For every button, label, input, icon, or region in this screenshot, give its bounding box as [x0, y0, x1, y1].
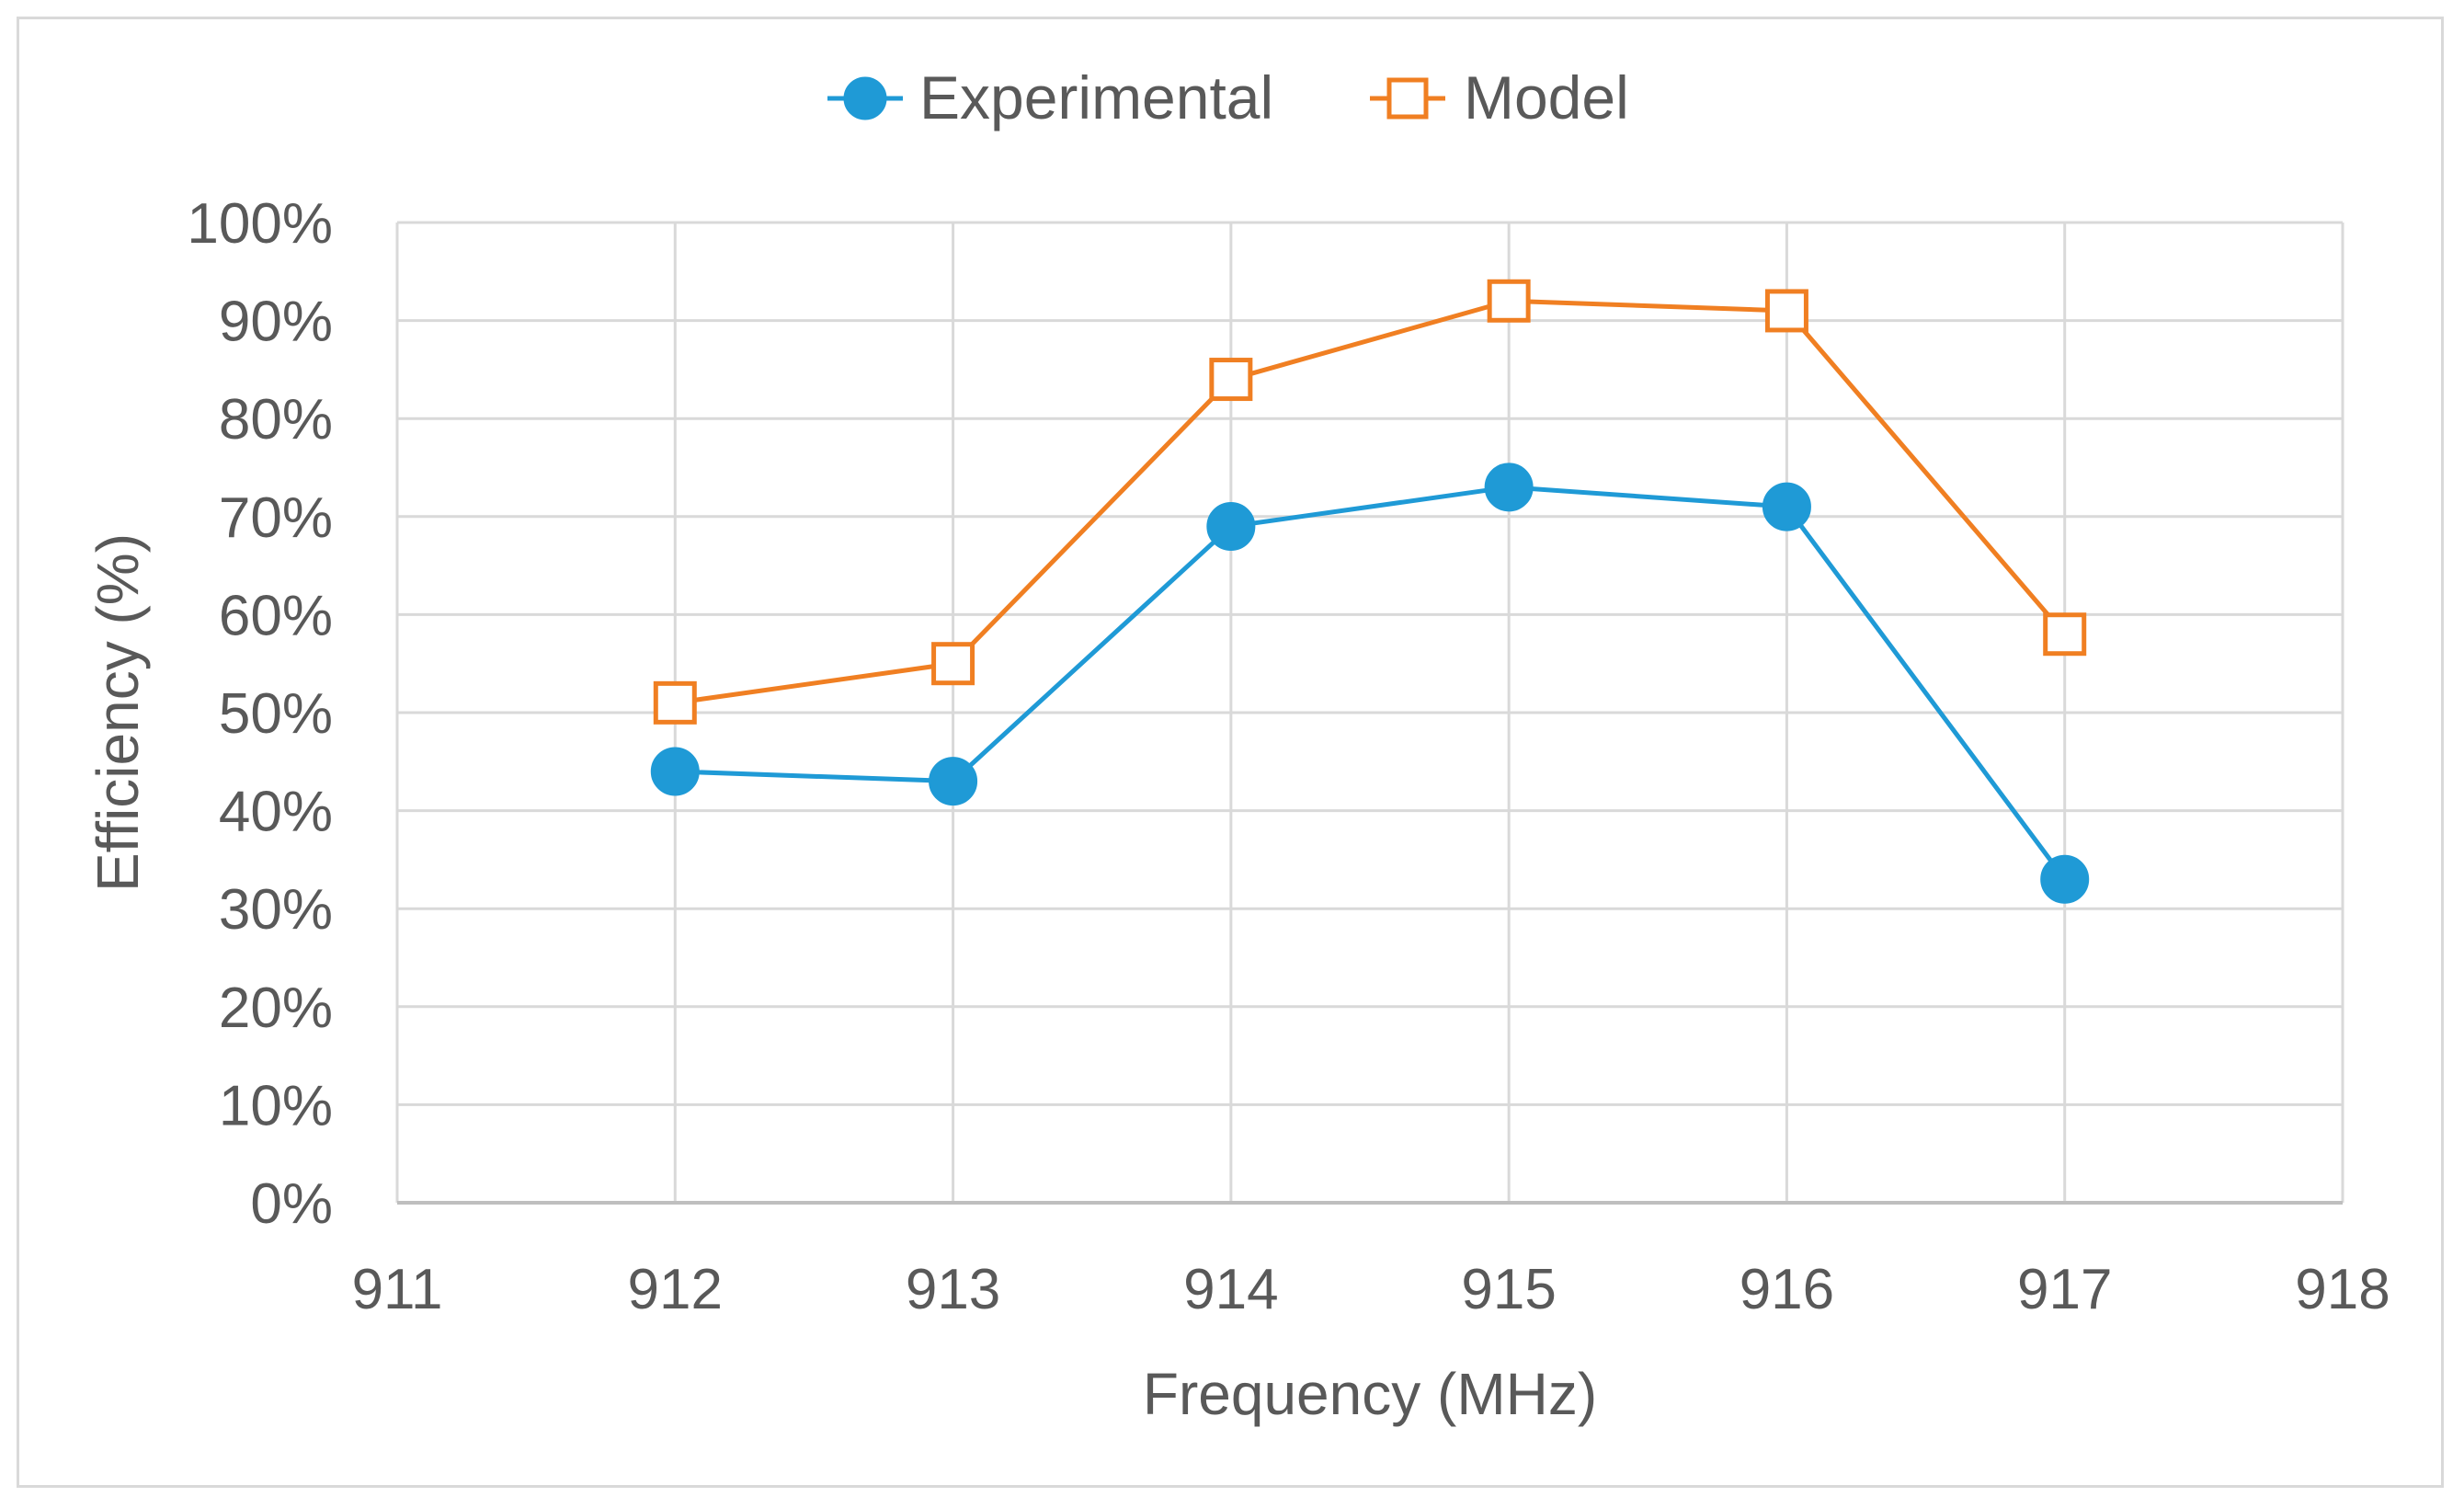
model-point	[1487, 279, 1531, 323]
x-tick-label: 911	[352, 1258, 443, 1321]
legend-experimental-marker	[843, 76, 887, 120]
y-tick-label: 80%	[219, 388, 333, 451]
experimental-point	[650, 747, 700, 796]
y-axis-title: Efficiency (%)	[85, 533, 151, 892]
experimental-point	[1762, 482, 1811, 531]
y-tick-label: 60%	[219, 584, 333, 647]
y-tick-label: 10%	[219, 1074, 333, 1137]
experimental-point	[2040, 854, 2090, 904]
model-point	[1764, 289, 1808, 333]
x-tick-label: 913	[906, 1258, 1000, 1321]
x-tick-label: 912	[628, 1258, 723, 1321]
y-tick-label: 30%	[219, 878, 333, 942]
x-tick-label: 918	[2295, 1258, 2390, 1321]
series	[650, 279, 2090, 904]
x-tick-label: 917	[2017, 1258, 2112, 1321]
model-point	[931, 642, 975, 686]
legend-model-label: Model	[1464, 63, 1629, 131]
legend-experimental-label: Experimental	[919, 63, 1273, 131]
y-tick-label: 100%	[187, 192, 333, 256]
y-tick-label: 0%	[250, 1172, 333, 1236]
legend-model-marker	[1386, 77, 1429, 120]
y-tick-label: 90%	[219, 291, 333, 354]
tick-labels: 0% 10% 20% 30% 40% 50% 60% 70% 80% 90% 100% 911 912 9…	[187, 192, 2390, 1321]
model-line	[674, 298, 2067, 705]
x-tick-label: 914	[1183, 1258, 1278, 1321]
y-tick-label: 20%	[219, 977, 333, 1040]
model-point	[1209, 358, 1253, 402]
experimental-point	[929, 757, 978, 806]
x-tick-label: 916	[1740, 1258, 1834, 1321]
series-model	[653, 279, 2087, 725]
y-tick-label: 70%	[219, 486, 333, 550]
experimental-point	[1206, 501, 1256, 551]
experimental-point	[1484, 463, 1534, 512]
experimental-line	[675, 485, 2067, 881]
legend-item-model: Model	[1370, 63, 1629, 131]
x-axis-title: Frequency (MHz)	[1143, 1361, 1597, 1427]
legend-item-experimental: Experimental	[827, 63, 1273, 131]
x-tick-label: 915	[1461, 1258, 1556, 1321]
model-point	[2043, 612, 2087, 657]
legend: Experimental Model	[827, 63, 1629, 131]
y-tick-label: 50%	[219, 682, 333, 746]
series-experimental	[650, 463, 2090, 904]
model-point	[653, 680, 697, 725]
y-tick-label: 40%	[219, 781, 333, 844]
